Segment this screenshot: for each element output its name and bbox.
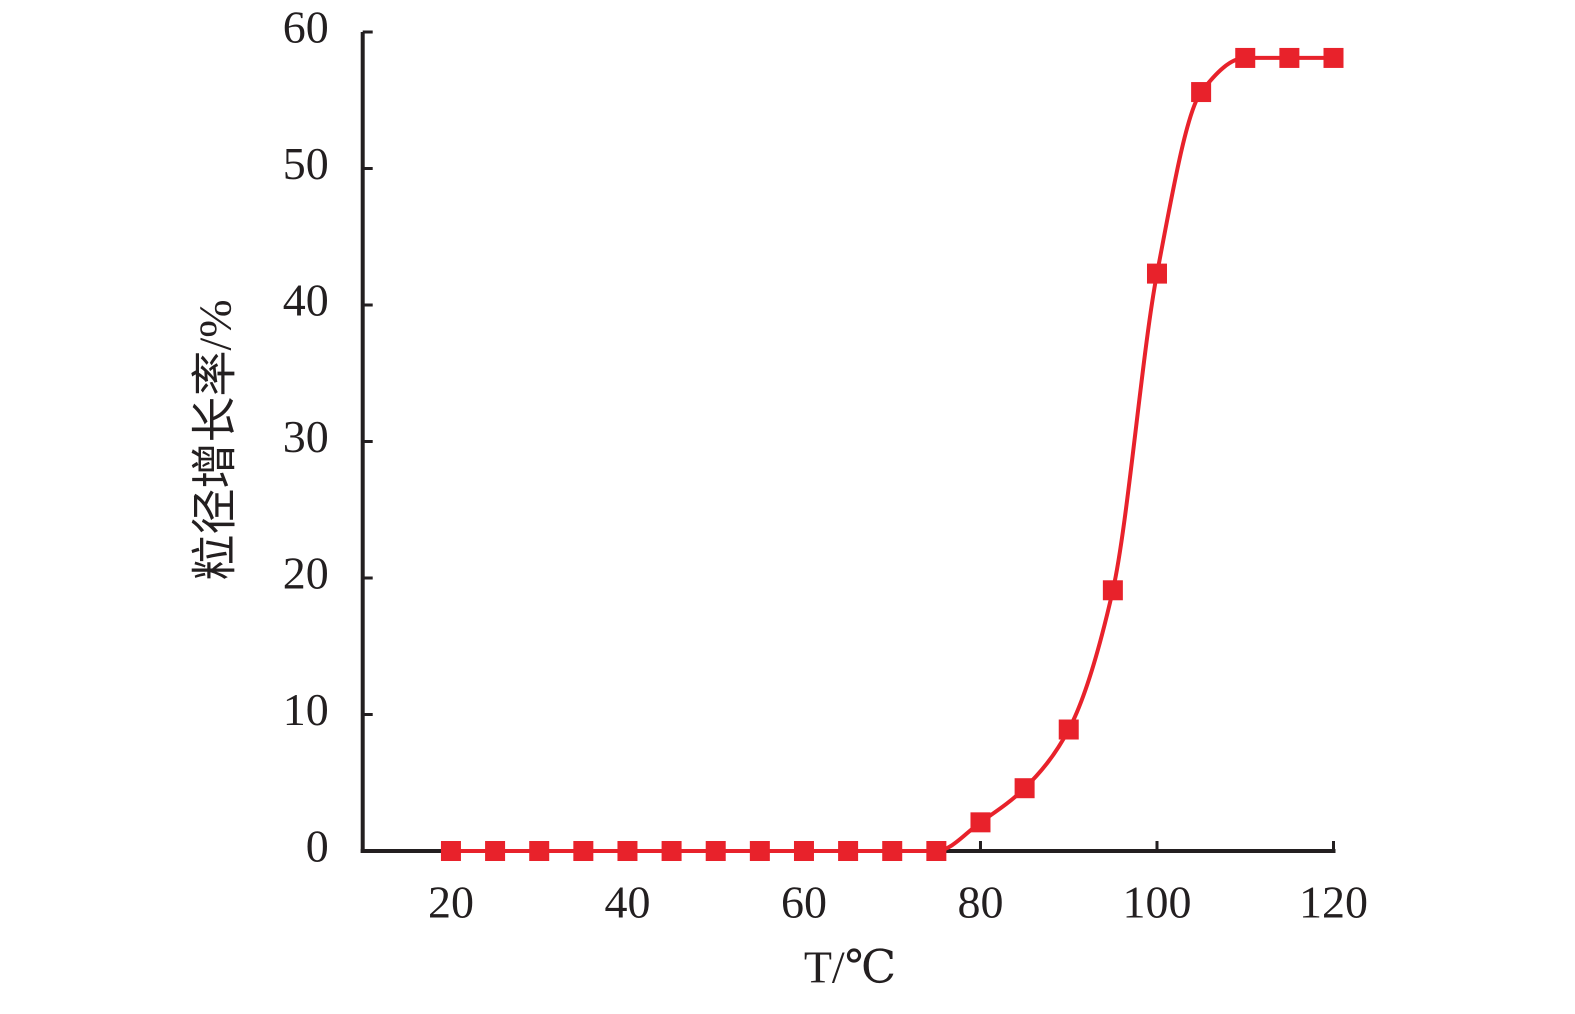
y-tick-label: 40 [283, 275, 329, 326]
data-point [1102, 580, 1123, 601]
data-point [838, 841, 859, 861]
data-point [1235, 47, 1256, 68]
data-point [529, 841, 550, 861]
y-tick-label: 30 [283, 411, 329, 462]
x-tick-label: 60 [781, 877, 827, 928]
data-point [1058, 719, 1079, 740]
x-tick-label: 80 [957, 877, 1003, 928]
y-axis-label: 粒径增长率/% [190, 299, 241, 580]
y-tick-label: 60 [283, 2, 329, 53]
data-point [440, 841, 461, 861]
data-point [485, 841, 506, 861]
data-point [749, 841, 770, 861]
x-tick-label: 40 [604, 877, 650, 928]
y-tick-label: 20 [283, 548, 329, 599]
x-tick-label: 20 [428, 877, 474, 928]
y-tick-label: 50 [283, 138, 329, 189]
data-point [1014, 778, 1035, 799]
data-point [882, 841, 903, 861]
y-tick-label: 0 [306, 821, 329, 872]
x-tick-label: 100 [1122, 877, 1191, 928]
data-point [705, 841, 726, 861]
data-line [450, 55, 1334, 854]
data-point [793, 841, 814, 861]
data-point [1323, 47, 1344, 68]
data-point [1191, 82, 1212, 103]
data-point [1146, 263, 1167, 284]
y-tick-label: 10 [283, 684, 329, 735]
data-point [617, 841, 638, 861]
x-axis-label: T/℃ [804, 942, 896, 993]
data-point [573, 841, 594, 861]
data-point [661, 841, 682, 861]
data-point [1279, 47, 1300, 68]
x-tick-label: 120 [1299, 877, 1368, 928]
data-point [926, 841, 947, 861]
data-point [970, 812, 991, 833]
